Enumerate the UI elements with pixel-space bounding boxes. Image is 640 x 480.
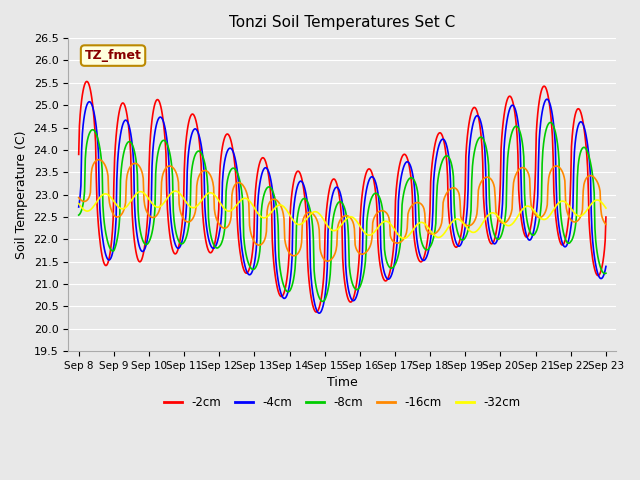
-2cm [221,135,228,141]
-8cm [192,150,200,156]
-32cm [172,188,179,194]
-8cm [547,120,554,125]
-2cm [140,252,147,257]
X-axis label: Time: Time [327,376,358,389]
-4cm [220,163,228,169]
-8cm [75,212,83,218]
-4cm [316,311,323,316]
-4cm [422,255,430,261]
-8cm [422,247,430,252]
-4cm [84,99,92,105]
-4cm [192,126,200,132]
-8cm [319,299,327,304]
-32cm [84,208,92,214]
-16cm [193,183,200,189]
-16cm [408,203,415,209]
Line: -4cm: -4cm [79,99,606,313]
-4cm [407,164,415,170]
-16cm [95,157,102,163]
-16cm [323,258,331,264]
-16cm [423,228,431,233]
-16cm [602,222,610,228]
Title: Tonzi Soil Temperatures Set C: Tonzi Soil Temperatures Set C [229,15,456,30]
-4cm [602,264,610,269]
-4cm [139,249,147,254]
-16cm [84,196,92,202]
Line: -16cm: -16cm [79,160,606,261]
Line: -2cm: -2cm [79,82,606,312]
-2cm [408,181,415,187]
-2cm [85,82,93,87]
Text: TZ_fmet: TZ_fmet [84,49,141,62]
-32cm [221,206,228,212]
-8cm [220,231,228,237]
-32cm [139,189,147,195]
-8cm [139,237,147,242]
-2cm [193,121,200,127]
-32cm [75,201,83,206]
-8cm [84,134,92,140]
Line: -8cm: -8cm [79,122,606,301]
-32cm [602,205,610,211]
-16cm [75,195,83,201]
-32cm [408,229,415,235]
-32cm [423,223,431,229]
-2cm [312,309,320,315]
Y-axis label: Soil Temperature (C): Soil Temperature (C) [15,131,28,259]
Legend: -2cm, -4cm, -8cm, -16cm, -32cm: -2cm, -4cm, -8cm, -16cm, -32cm [159,392,525,414]
-4cm [543,96,551,102]
-2cm [423,240,431,246]
-2cm [83,79,91,84]
-8cm [407,175,415,180]
-16cm [140,175,147,181]
-8cm [602,270,610,276]
-32cm [400,236,408,241]
-32cm [193,204,200,209]
Line: -32cm: -32cm [79,191,606,239]
-16cm [221,225,228,231]
-4cm [75,204,83,210]
-2cm [602,214,610,220]
-2cm [75,152,83,157]
